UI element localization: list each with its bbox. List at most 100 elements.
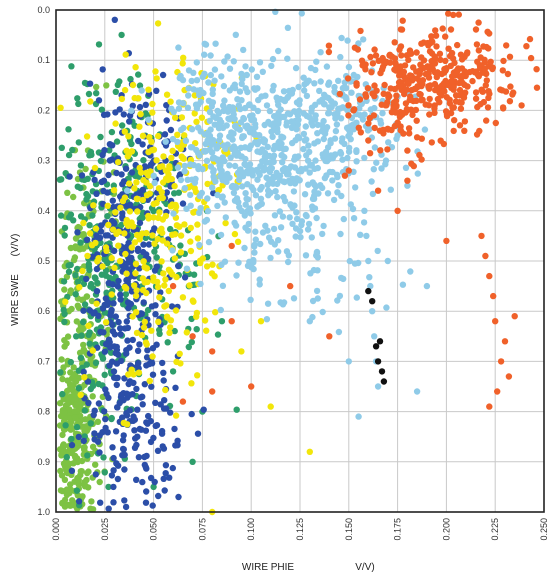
scatter-point (122, 503, 130, 511)
scatter-point (268, 238, 275, 245)
scatter-point (373, 159, 380, 166)
scatter-point (357, 27, 364, 35)
scatter-point (104, 259, 111, 267)
scatter-point (523, 43, 530, 50)
scatter-point (117, 331, 124, 338)
scatter-point (250, 104, 257, 111)
scatter-point (84, 252, 91, 260)
scatter-point (108, 128, 116, 136)
scatter-point (270, 82, 277, 90)
scatter-point (143, 341, 150, 348)
scatter-point (290, 295, 298, 302)
scatter-point (174, 164, 182, 171)
scatter-point (113, 374, 120, 382)
y-tick-label: 0.1 (37, 55, 50, 65)
scatter-point (300, 74, 307, 81)
scatter-point (226, 133, 233, 140)
scatter-point (70, 217, 77, 224)
scatter-point (242, 123, 249, 130)
scatter-point (190, 271, 198, 278)
scatter-point (351, 44, 359, 51)
scatter-point (81, 79, 89, 87)
scatter-point (64, 293, 71, 301)
scatter-point (361, 154, 368, 162)
scatter-point (364, 85, 372, 92)
scatter-point (62, 298, 69, 305)
scatter-point (279, 159, 286, 166)
scatter-point (251, 243, 258, 250)
scatter-point (91, 274, 99, 281)
scatter-point (87, 98, 94, 105)
scatter-point (216, 162, 223, 169)
scatter-point (230, 189, 238, 196)
scatter-point (126, 118, 133, 125)
scatter-point (130, 371, 137, 378)
scatter-point (95, 380, 102, 388)
scatter-point (155, 318, 162, 325)
scatter-point (485, 88, 492, 95)
scatter-point (120, 432, 127, 439)
scatter-point (500, 105, 507, 112)
scatter-point (185, 67, 193, 74)
scatter-point (433, 73, 440, 81)
scatter-point (118, 221, 125, 229)
scatter-point (492, 318, 499, 325)
scatter-point (165, 287, 172, 295)
scatter-point (252, 86, 259, 93)
scatter-point (195, 165, 202, 173)
scatter-point (120, 446, 128, 453)
scatter-point (129, 313, 136, 320)
scatter-point (111, 16, 119, 23)
scatter-point (139, 214, 146, 221)
scatter-point (98, 106, 106, 113)
scatter-point (243, 195, 250, 202)
scatter-point (117, 291, 124, 298)
scatter-point (188, 338, 195, 346)
scatter-point (124, 222, 132, 230)
scatter-point (153, 422, 161, 429)
scatter-point (183, 265, 191, 272)
scatter-point (371, 82, 378, 89)
scatter-point (171, 182, 178, 190)
scatter-point (80, 325, 87, 332)
scatter-point (149, 109, 156, 116)
scatter-point (142, 110, 149, 117)
scatter-point (210, 168, 217, 176)
scatter-point (128, 288, 135, 295)
scatter-point (322, 127, 329, 134)
scatter-point (360, 36, 367, 43)
scatter-point (102, 340, 110, 348)
scatter-point (106, 362, 113, 369)
scatter-point (155, 185, 163, 192)
scatter-point (154, 20, 162, 27)
scatter-point (280, 88, 288, 95)
scatter-point (94, 438, 102, 445)
scatter-point (455, 11, 462, 18)
scatter-point (89, 347, 97, 354)
scatter-point (70, 193, 77, 201)
scatter-point (139, 132, 147, 139)
scatter-point (85, 90, 93, 98)
scatter-point (369, 60, 377, 67)
scatter-point (360, 219, 368, 226)
scatter-point (310, 195, 318, 202)
scatter-point (312, 157, 319, 164)
scatter-point (156, 194, 163, 202)
scatter-point (275, 47, 282, 55)
scatter-point (283, 122, 290, 129)
scatter-point (133, 476, 140, 483)
scatter-point (69, 146, 76, 154)
scatter-point (206, 108, 214, 116)
scatter-point (133, 329, 141, 337)
scatter-point (133, 179, 140, 186)
scatter-point (134, 208, 141, 215)
scatter-point (125, 133, 132, 140)
scatter-point (134, 195, 141, 203)
scatter-point (140, 324, 148, 331)
scatter-point (160, 475, 167, 482)
scatter-point (194, 235, 202, 242)
scatter-point (214, 331, 222, 338)
scatter-point (75, 385, 83, 392)
scatter-point (382, 102, 389, 109)
scatter-point (207, 126, 214, 133)
